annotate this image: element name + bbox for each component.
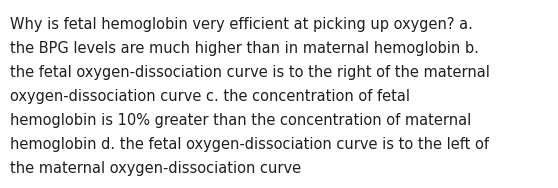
Text: oxygen-dissociation curve c. the concentration of fetal: oxygen-dissociation curve c. the concent… (10, 89, 410, 104)
Text: Why is fetal hemoglobin very efficient at picking up oxygen? a.: Why is fetal hemoglobin very efficient a… (10, 17, 473, 32)
Text: the BPG levels are much higher than in maternal hemoglobin b.: the BPG levels are much higher than in m… (10, 41, 479, 56)
Text: the maternal oxygen-dissociation curve: the maternal oxygen-dissociation curve (10, 161, 301, 176)
Text: hemoglobin d. the fetal oxygen-dissociation curve is to the left of: hemoglobin d. the fetal oxygen-dissociat… (10, 137, 489, 152)
Text: hemoglobin is 10% greater than the concentration of maternal: hemoglobin is 10% greater than the conce… (10, 113, 472, 128)
Text: the fetal oxygen-dissociation curve is to the right of the maternal: the fetal oxygen-dissociation curve is t… (10, 65, 490, 80)
